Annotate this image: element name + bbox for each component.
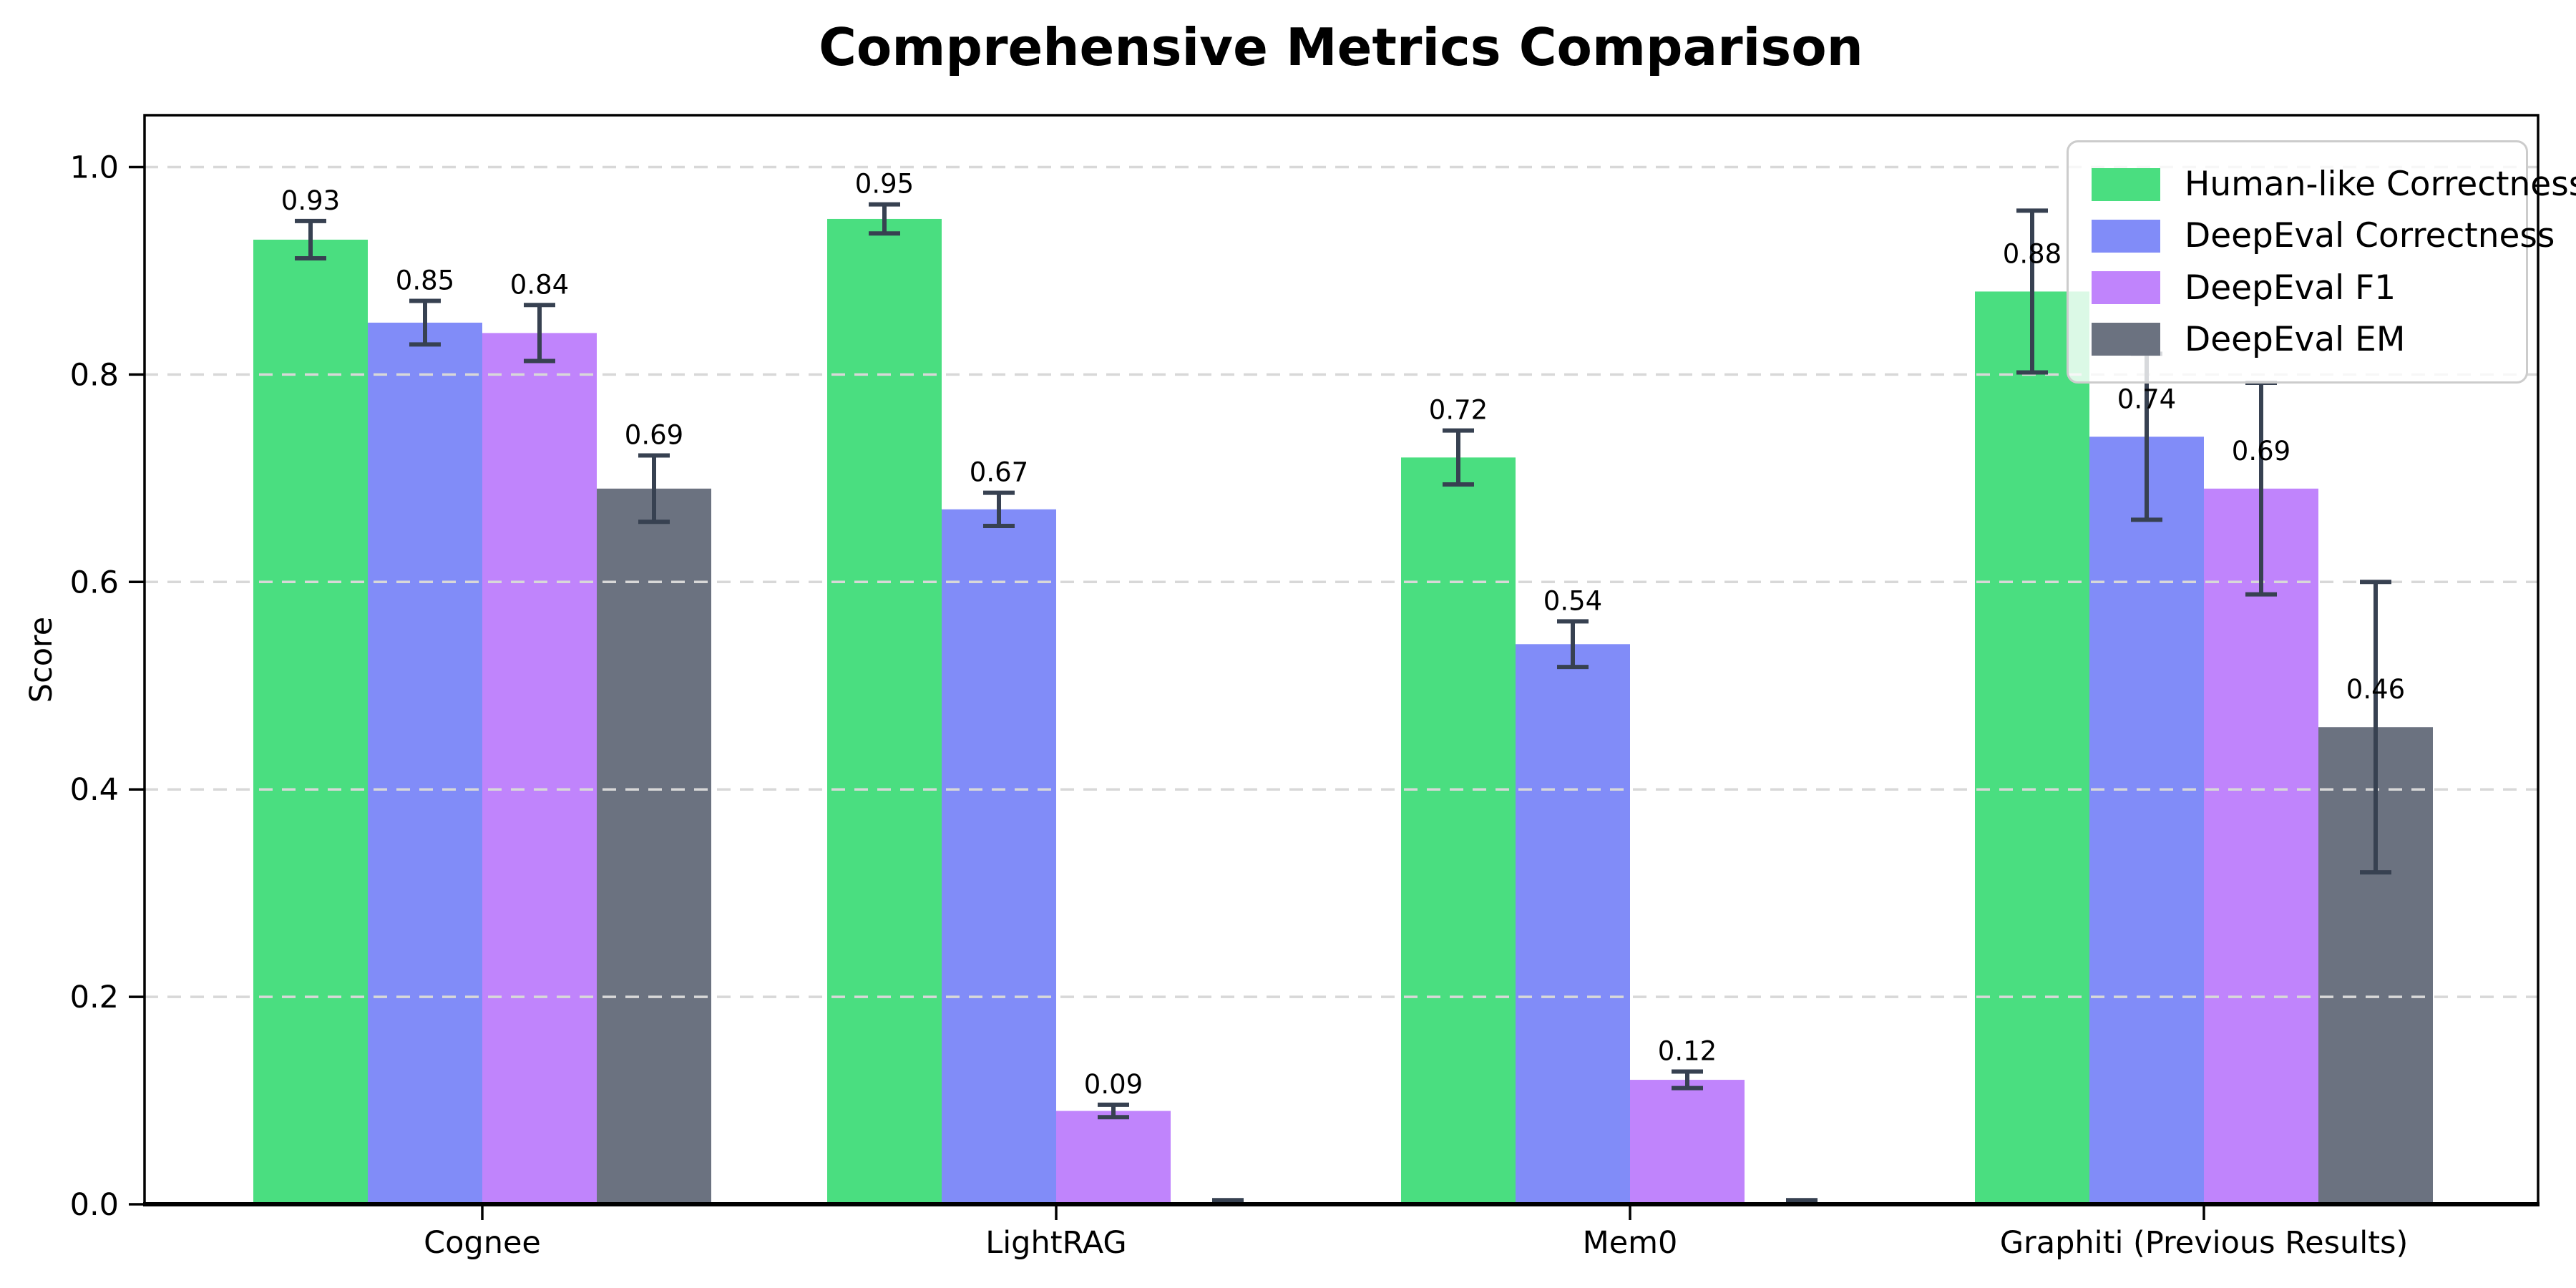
bar xyxy=(597,488,711,1204)
bars-layer xyxy=(253,218,2433,1205)
bar-value-label: 0.84 xyxy=(510,269,569,300)
y-tick-label: 0.0 xyxy=(70,1187,119,1223)
legend-label: DeepEval F1 xyxy=(2185,268,2396,308)
bar xyxy=(2204,488,2318,1204)
legend-label: DeepEval EM xyxy=(2185,319,2406,359)
bar-value-label: 0.54 xyxy=(1543,585,1602,616)
legend-swatch-blue xyxy=(2092,219,2160,253)
chart-title: Comprehensive Metrics Comparison xyxy=(819,17,1863,77)
y-tick-label: 1.0 xyxy=(70,150,119,185)
y-axis-label: Score xyxy=(24,616,59,703)
bar xyxy=(1056,1111,1171,1204)
bar-value-label: 0.85 xyxy=(396,265,454,296)
bar xyxy=(2089,436,2204,1205)
bar-value-label: 0.93 xyxy=(281,185,340,216)
legend-swatch-green xyxy=(2092,167,2160,201)
x-category-label: Cognee xyxy=(424,1225,541,1261)
legend-entry: DeepEval EM xyxy=(2092,323,2513,356)
y-tick-label: 0.2 xyxy=(70,980,119,1015)
axis-layer: 0.0 0.2 0.4 0.6 0.8 1.0 xyxy=(70,114,2540,1223)
legend-swatch-gray xyxy=(2092,323,2160,356)
bar-value-label: 0.95 xyxy=(855,169,914,200)
bar xyxy=(1401,457,1516,1205)
bar xyxy=(1975,291,2089,1204)
bar xyxy=(827,218,942,1204)
bar-value-label: 0.09 xyxy=(1084,1069,1143,1100)
bar xyxy=(253,239,368,1204)
bar-value-label: 0.74 xyxy=(2117,384,2176,414)
legend-swatch-purple xyxy=(2092,271,2160,305)
y-tick-label: 0.4 xyxy=(70,772,119,808)
y-tick-label: 0.6 xyxy=(70,565,119,600)
bar xyxy=(1630,1080,1745,1204)
bar-value-label: 0.88 xyxy=(2003,238,2062,269)
x-category-label: Graphiti (Previous Results) xyxy=(1999,1225,2409,1261)
legend-label: Human-like Correctness xyxy=(2185,165,2576,205)
x-category-label: Mem0 xyxy=(1582,1225,1678,1261)
legend-entry: Human-like Correctness xyxy=(2092,167,2576,201)
bar-value-label: 0.72 xyxy=(1429,395,1488,426)
bar-value-label: 0.67 xyxy=(970,457,1028,488)
bar-value-label: 0.12 xyxy=(1658,1035,1717,1066)
bar xyxy=(368,322,482,1204)
bar-value-label: 0.69 xyxy=(625,419,683,450)
legend-entry: DeepEval F1 xyxy=(2092,271,2513,305)
bar-value-label: 0.69 xyxy=(2232,436,2290,467)
bar xyxy=(1516,644,1630,1204)
legend: Human-like Correctness DeepEval Correctn… xyxy=(2067,140,2576,384)
bar-value-label: 0.46 xyxy=(2346,674,2405,705)
legend-label: DeepEval Correctness xyxy=(2185,216,2555,256)
legend-entry: DeepEval Correctness xyxy=(2092,219,2555,253)
bar xyxy=(482,333,597,1204)
value-labels-layer: 0.93 0.95 0.72 0.88 0.85 0.67 0.54 0.74 0.84 0.09… xyxy=(281,169,2405,1100)
x-category-label: LightRAG xyxy=(985,1225,1127,1261)
y-tick-label: 0.8 xyxy=(70,357,119,393)
bar xyxy=(942,509,1056,1204)
